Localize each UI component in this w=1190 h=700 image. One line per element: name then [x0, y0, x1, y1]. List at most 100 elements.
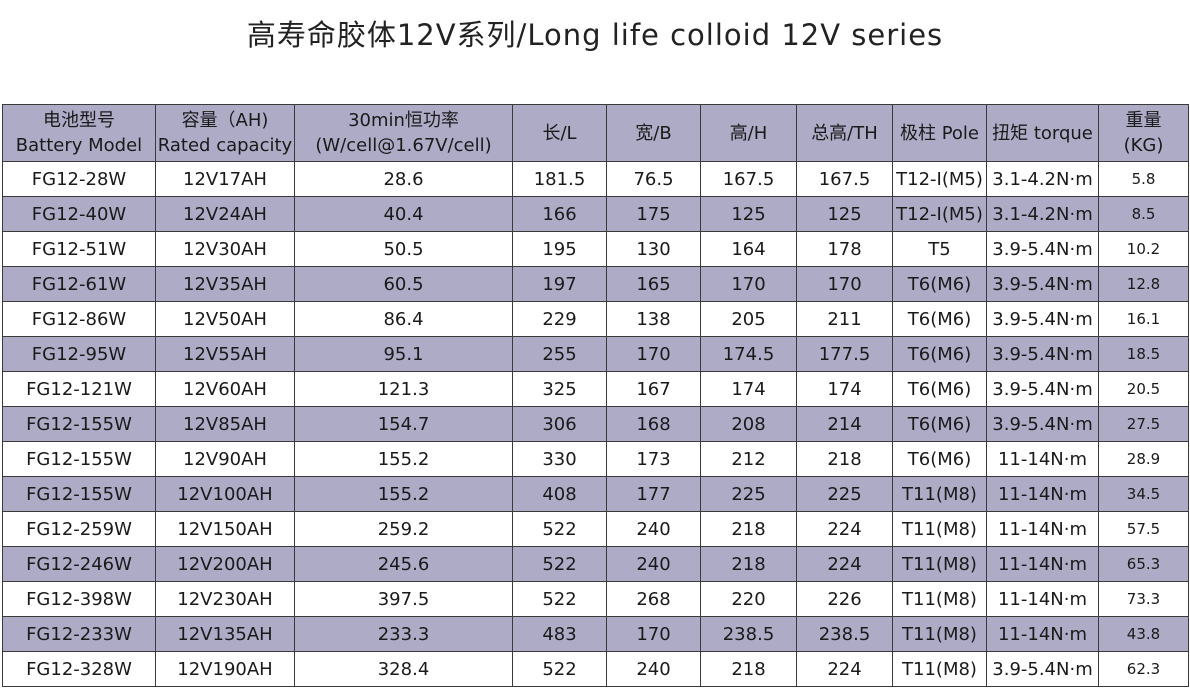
cell-pole: T5 [892, 231, 987, 267]
cell-capacity: 12V50AH [155, 301, 295, 337]
cell-capacity: 12V30AH [155, 231, 295, 267]
table-row: FG12-51W 12V30AH 50.5 195 130 164 178 T5 3.9-5.4… [2, 231, 1189, 267]
cell-torque: 3.9-5.4N·m [986, 266, 1099, 302]
cell-pole: T11(M8) [892, 546, 987, 582]
cell-width: 240 [606, 651, 701, 687]
cell-pole: T6(M6) [892, 371, 987, 407]
table-row: FG12-61W 12V35AH 60.5 197 165 170 170 T6(M6) 3.9… [2, 266, 1189, 302]
cell-pole: T6(M6) [892, 441, 987, 477]
cell-total-height: 238.5 [796, 616, 893, 652]
cell-width: 268 [606, 581, 701, 617]
cell-power: 259.2 [294, 511, 513, 547]
cell-torque: 3.9-5.4N·m [986, 301, 1099, 337]
cell-pole: T6(M6) [892, 266, 987, 302]
cell-length: 181.5 [512, 161, 607, 197]
cell-pole: T11(M8) [892, 476, 987, 512]
cell-model: FG12-328W [2, 651, 156, 687]
cell-capacity: 12V150AH [155, 511, 295, 547]
cell-length: 483 [512, 616, 607, 652]
header-line: Battery Model [15, 135, 143, 156]
header-line: 电池型号 [43, 110, 115, 131]
cell-power: 328.4 [294, 651, 513, 687]
header-line: Rated capacity [157, 135, 293, 156]
cell-length: 325 [512, 371, 607, 407]
cell-model: FG12-28W [2, 161, 156, 197]
cell-width: 138 [606, 301, 701, 337]
table-row: FG12-155W 12V100AH 155.2 408 177 225 225 T11(M8… [2, 476, 1189, 512]
cell-length: 197 [512, 266, 607, 302]
cell-model: FG12-86W [2, 301, 156, 337]
cell-height: 218 [700, 511, 797, 547]
header-line: 容量（AH) [181, 110, 269, 131]
cell-weight: 34.5 [1098, 476, 1189, 512]
cell-capacity: 12V17AH [155, 161, 295, 197]
header-total-height: 总高/TH [796, 104, 893, 162]
header-line: (KG) [1123, 135, 1164, 156]
cell-height: 208 [700, 406, 797, 442]
cell-power: 28.6 [294, 161, 513, 197]
cell-width: 168 [606, 406, 701, 442]
cell-torque: 3.1-4.2N·m [986, 161, 1099, 197]
cell-total-height: 174 [796, 371, 893, 407]
table-row: FG12-246W 12V200AH 245.6 522 240 218 224 T11(M8… [2, 546, 1189, 582]
table-row: FG12-155W 12V85AH 154.7 306 168 208 214 T6(M6) 3… [2, 406, 1189, 442]
cell-power: 155.2 [294, 476, 513, 512]
cell-capacity: 12V60AH [155, 371, 295, 407]
cell-power: 245.6 [294, 546, 513, 582]
cell-height: 238.5 [700, 616, 797, 652]
cell-weight: 65.3 [1098, 546, 1189, 582]
cell-pole: T11(M8) [892, 651, 987, 687]
cell-capacity: 12V85AH [155, 406, 295, 442]
cell-capacity: 12V90AH [155, 441, 295, 477]
cell-height: 125 [700, 196, 797, 232]
cell-length: 229 [512, 301, 607, 337]
cell-weight: 57.5 [1098, 511, 1189, 547]
cell-model: FG12-40W [2, 196, 156, 232]
cell-pole: T12-I(M5) [892, 196, 987, 232]
cell-width: 165 [606, 266, 701, 302]
header-constant-power: 30min恒功率 (W/cell@1.67V/cell) [294, 104, 513, 162]
cell-length: 255 [512, 336, 607, 372]
cell-capacity: 12V200AH [155, 546, 295, 582]
cell-power: 40.4 [294, 196, 513, 232]
cell-torque: 3.9-5.4N·m [986, 336, 1099, 372]
cell-width: 76.5 [606, 161, 701, 197]
table-row: FG12-155W 12V90AH 155.2 330 173 212 218 T6(M6) 1… [2, 441, 1189, 477]
cell-width: 170 [606, 616, 701, 652]
cell-pole: T6(M6) [892, 406, 987, 442]
cell-width: 130 [606, 231, 701, 267]
cell-total-height: 224 [796, 546, 893, 582]
cell-model: FG12-121W [2, 371, 156, 407]
header-length: 长/L [512, 104, 607, 162]
cell-length: 408 [512, 476, 607, 512]
cell-capacity: 12V24AH [155, 196, 295, 232]
cell-width: 173 [606, 441, 701, 477]
cell-pole: T11(M8) [892, 581, 987, 617]
header-width: 宽/B [606, 104, 701, 162]
cell-height: 225 [700, 476, 797, 512]
cell-width: 240 [606, 511, 701, 547]
cell-weight: 5.8 [1098, 161, 1189, 197]
cell-total-height: 226 [796, 581, 893, 617]
cell-model: FG12-155W [2, 406, 156, 442]
battery-spec-table: 电池型号 Battery Model 容量（AH) Rated capacity 3… [2, 104, 1189, 687]
header-torque: 扭矩 torque [986, 104, 1099, 162]
cell-weight: 18.5 [1098, 336, 1189, 372]
cell-total-height: 177.5 [796, 336, 893, 372]
header-weight: 重量 (KG) [1098, 104, 1189, 162]
table-row: FG12-28W 12V17AH 28.6 181.5 76.5 167.5 167.5 T1… [2, 161, 1189, 197]
cell-power: 95.1 [294, 336, 513, 372]
cell-height: 205 [700, 301, 797, 337]
header-rated-capacity: 容量（AH) Rated capacity [155, 104, 295, 162]
table-row: FG12-328W 12V190AH 328.4 522 240 218 224 T11(M8… [2, 651, 1189, 687]
cell-weight: 20.5 [1098, 371, 1189, 407]
cell-length: 330 [512, 441, 607, 477]
header-line: 重量 [1125, 110, 1162, 131]
cell-length: 522 [512, 581, 607, 617]
cell-length: 166 [512, 196, 607, 232]
cell-weight: 16.1 [1098, 301, 1189, 337]
cell-torque: 11-14N·m [986, 581, 1099, 617]
cell-power: 233.3 [294, 616, 513, 652]
cell-torque: 3.9-5.4N·m [986, 406, 1099, 442]
cell-capacity: 12V100AH [155, 476, 295, 512]
